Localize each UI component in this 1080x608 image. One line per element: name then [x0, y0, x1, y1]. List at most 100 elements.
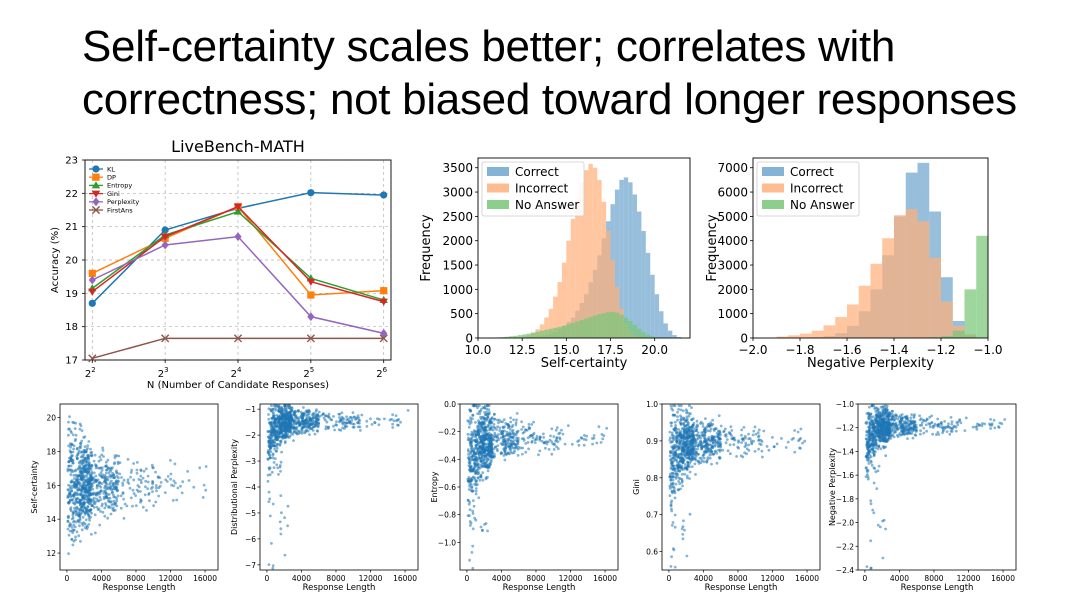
scatter-point [273, 433, 277, 437]
scatter-point [920, 421, 924, 425]
y-tick-label: 12 [46, 549, 56, 558]
scatter-point [270, 470, 274, 474]
scatter-point [699, 461, 703, 464]
scatter-point [506, 438, 510, 442]
scatter-point [469, 446, 473, 450]
histogram-bar [641, 332, 646, 338]
scatter-point [297, 409, 300, 412]
histogram-bar [650, 336, 655, 338]
scatter-point [277, 414, 281, 418]
legend-swatch [487, 200, 509, 209]
scatter-point [112, 499, 116, 503]
scatter-point [514, 445, 518, 449]
scatter-point [271, 564, 275, 567]
scatter-point [306, 409, 309, 413]
scatter-points [266, 404, 410, 570]
scatter-point [204, 488, 208, 492]
scatter-point [69, 484, 73, 488]
scatter-point [584, 438, 588, 442]
scatter-point [470, 551, 474, 554]
data-point [306, 278, 316, 286]
scatter-point [592, 436, 596, 440]
scatter-point [68, 529, 72, 533]
scatter-point [93, 502, 97, 506]
scatter-point [483, 449, 487, 453]
scatter-point [674, 424, 677, 427]
scatter-point [274, 408, 277, 412]
scatter-point [78, 515, 82, 518]
scatter-point [187, 479, 191, 482]
scatter-point [865, 430, 868, 434]
scatter-point [740, 437, 744, 441]
scatter-point [288, 415, 292, 419]
scatter-point [74, 491, 78, 495]
scatter-point [669, 503, 673, 507]
scatter-point [198, 466, 202, 470]
scatter-point [327, 427, 330, 430]
scatter-point [480, 417, 483, 421]
scatter-point [110, 491, 114, 495]
scatter-point [72, 473, 76, 477]
scatter-point [691, 423, 695, 427]
scatter-point [508, 431, 511, 435]
scatter-gini: 0.60.70.80.91.00 4000 8000 12000 16000Respon… [632, 400, 821, 593]
y-tick-label: −3 [245, 457, 256, 466]
scatter-point [299, 415, 302, 419]
scatter-point [683, 452, 686, 456]
scatter-point [521, 452, 524, 456]
x-tick-label: 8000 [526, 574, 545, 583]
scatter-point [86, 485, 89, 488]
scatter-point [669, 424, 673, 428]
scatter-point [116, 494, 120, 498]
scatter-point [915, 426, 918, 429]
scatter-point [492, 423, 496, 426]
scatter-point [675, 464, 679, 467]
scatter-point [669, 478, 673, 482]
scatter-point [871, 440, 875, 444]
scatter-point [273, 421, 277, 424]
x-tick-label: 4000 [292, 574, 311, 583]
scatter-point [283, 404, 287, 408]
scatter-point [1003, 418, 1007, 421]
scatter-point [928, 423, 932, 426]
scatter-point [882, 436, 886, 440]
scatter-point [919, 429, 922, 433]
scatter-point [947, 422, 950, 426]
scatter-point [309, 418, 313, 421]
scatter-point [670, 460, 673, 463]
scatter-point [304, 421, 307, 425]
y-tick-label: −1.2 [836, 424, 854, 433]
scatter-point [481, 421, 485, 424]
scatter-point [394, 414, 398, 417]
scatter-point [704, 451, 708, 454]
scatter-point [509, 416, 512, 420]
scatter-point [522, 430, 526, 434]
scatter-point [96, 508, 100, 511]
scatter-point [288, 406, 292, 410]
scatter-point [530, 439, 534, 443]
histogram-bar [659, 311, 664, 338]
scatter-point [476, 406, 479, 410]
scatter-point [582, 443, 586, 447]
scatter-point [681, 537, 685, 541]
y-axis-label: Self-certainty [30, 460, 39, 514]
scatter-point [110, 500, 113, 503]
scatter-point [869, 455, 873, 459]
scatter-point [98, 481, 102, 484]
scatter-point [470, 430, 474, 434]
scatter-point [104, 464, 107, 468]
scatter-point [106, 499, 110, 503]
scatter-point [96, 499, 100, 503]
scatter-point [154, 500, 158, 504]
scatter-point [784, 446, 788, 449]
scatter-point [132, 462, 135, 465]
scatter-point [286, 416, 289, 420]
scatter-point [762, 429, 766, 433]
histogram-bar [557, 326, 562, 338]
scatter-point [512, 451, 516, 454]
scatter-point [874, 446, 878, 450]
scatter-point [668, 472, 672, 476]
scatter-point [110, 479, 113, 483]
scatter-point [117, 454, 121, 458]
scatter-point [865, 438, 868, 441]
